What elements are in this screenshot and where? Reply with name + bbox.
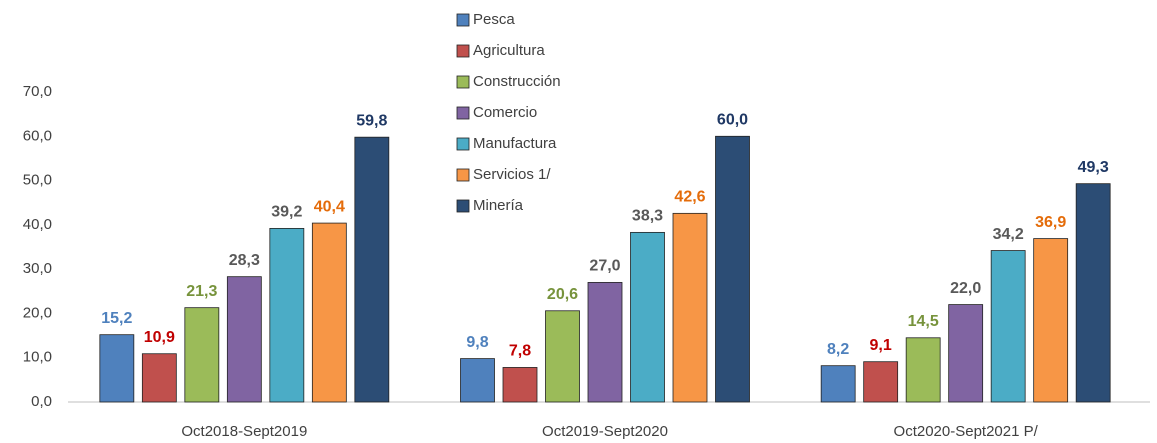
- value-label: 38,3: [632, 208, 663, 225]
- y-tick-label: 50,0: [23, 172, 52, 189]
- bar: [545, 310, 580, 403]
- value-label: 9,1: [870, 337, 892, 354]
- legend-swatch: [456, 44, 470, 58]
- value-label: 36,9: [1035, 214, 1066, 231]
- value-label: 34,2: [993, 226, 1024, 243]
- value-label: 9,8: [466, 334, 488, 351]
- bar: [311, 222, 347, 403]
- bar: [1033, 238, 1069, 403]
- y-tick-label: 0,0: [31, 393, 52, 410]
- legend-label: Construcción: [473, 73, 561, 90]
- y-tick-label: 20,0: [23, 304, 52, 321]
- legend-swatch: [456, 199, 470, 213]
- value-label: 59,8: [356, 112, 387, 129]
- value-label: 27,0: [589, 258, 620, 275]
- legend-label: Comercio: [473, 104, 537, 121]
- legend-label: Pesca: [473, 11, 515, 28]
- legend-label: Agricultura: [473, 42, 545, 59]
- legend-swatch: [456, 13, 470, 27]
- value-label: 28,3: [229, 252, 260, 269]
- bar: [502, 367, 538, 403]
- x-tick-label: Oct2020-Sept2021 P/: [894, 423, 1039, 440]
- legend-label: Manufactura: [473, 135, 557, 152]
- value-label: 39,2: [271, 204, 302, 221]
- value-label: 10,9: [144, 329, 175, 346]
- bar: [269, 227, 305, 403]
- value-label: 42,6: [674, 189, 705, 206]
- legend-swatch: [456, 75, 470, 89]
- legend-swatch: [456, 106, 470, 120]
- value-label: 22,0: [950, 280, 981, 297]
- value-label: 20,6: [547, 286, 578, 303]
- y-tick-label: 60,0: [23, 127, 52, 144]
- x-tick-label: Oct2018-Sept2019: [181, 423, 307, 440]
- legend-swatch: [456, 137, 470, 151]
- value-label: 40,4: [314, 198, 345, 215]
- bar: [630, 231, 665, 403]
- value-label: 14,5: [908, 313, 939, 330]
- x-tick-label: Oct2019-Sept2020: [542, 423, 668, 440]
- bar: [863, 361, 899, 403]
- y-tick-label: 30,0: [23, 260, 52, 277]
- legend-swatch: [456, 168, 470, 182]
- value-label: 15,2: [101, 310, 132, 327]
- bar: [672, 212, 708, 403]
- y-tick-label: 40,0: [23, 216, 52, 233]
- bar: [184, 307, 220, 403]
- bar: [948, 304, 984, 403]
- value-label: 49,3: [1078, 159, 1109, 176]
- value-label: 8,2: [827, 341, 849, 358]
- bar: [587, 282, 623, 403]
- y-tick-label: 70,0: [23, 83, 52, 100]
- legend-label: Minería: [473, 197, 524, 214]
- value-label: 21,3: [186, 283, 217, 300]
- bar: [226, 276, 262, 403]
- y-tick-label: 10,0: [23, 349, 52, 366]
- value-label: 7,8: [509, 343, 531, 360]
- bar: [715, 135, 750, 403]
- legend-label: Servicios 1/: [473, 166, 551, 183]
- bar: [99, 334, 135, 403]
- bar: [820, 365, 856, 403]
- bar: [460, 358, 495, 403]
- bar: [990, 250, 1026, 403]
- bar: [905, 337, 941, 403]
- bar: [1075, 183, 1111, 403]
- bar: [141, 353, 177, 403]
- value-label: 60,0: [717, 112, 748, 129]
- bar: [354, 136, 390, 403]
